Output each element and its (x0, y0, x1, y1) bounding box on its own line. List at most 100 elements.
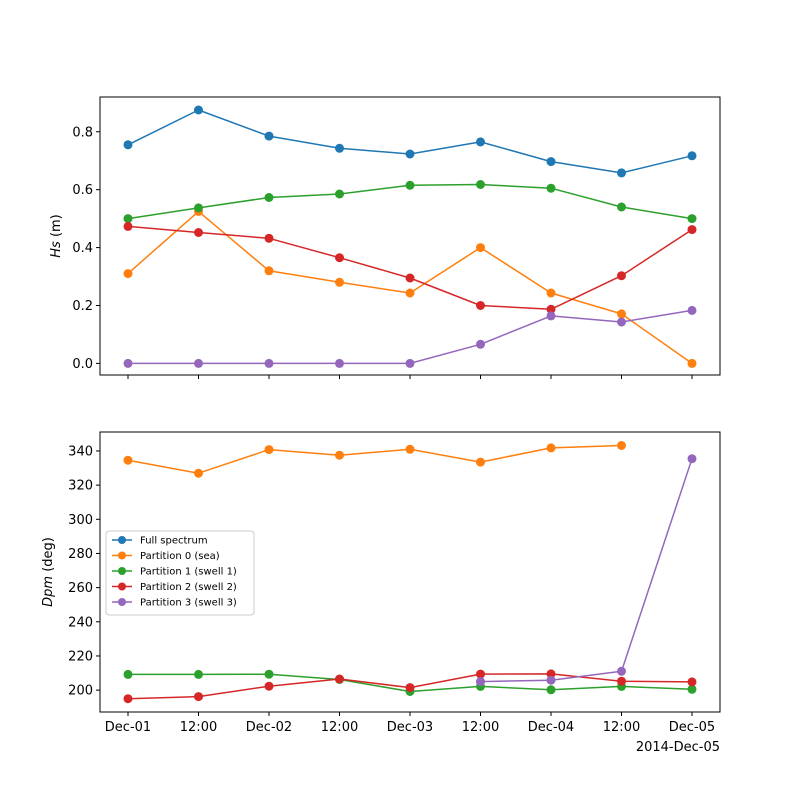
hs-series-partition-0-sea-point (546, 288, 556, 298)
dpm-y-axis-label-unit: (deg) (41, 537, 56, 576)
hs-series-partition-3-swell-3-point (617, 317, 626, 327)
dpm-x-tick-label: 12:00 (603, 720, 640, 735)
dpm-series-partition-3-swell-3-point (617, 666, 626, 676)
hs-series-full-spectrum-point (123, 140, 133, 150)
legend-item-full-spectrum: Full spectrum (112, 536, 208, 547)
hs-series-partition-1-swell-1-point (194, 203, 203, 213)
hs-series-full-spectrum-point (264, 131, 274, 141)
dpm-y-axis-label: Dpm (deg) (41, 537, 56, 607)
hs-series-partition-0-sea-point (617, 309, 626, 319)
legend-frame (105, 530, 255, 616)
hs-series-partition-0-sea-point (476, 243, 485, 253)
dpm-series-partition-1-swell-1-point (194, 669, 203, 679)
hs-series-partition-3-swell-3-point (476, 339, 485, 349)
dpm-x-tick-label: Dec-01 (105, 720, 151, 735)
hs-series-full-spectrum-point (194, 105, 203, 115)
hs-series-partition-0-sea-point (123, 269, 133, 279)
hs-series-partition-3-swell-3-point (123, 358, 133, 368)
hs-y-tick-label: 0.0 (72, 357, 93, 372)
hs-series-partition-3-swell-3-point (335, 358, 344, 368)
hs-y-ticks: 0.0 0.2 0.4 0.6 0.8 (72, 125, 100, 372)
hs-series-partition-0-sea-point (264, 266, 274, 276)
dpm-series-partition-0-sea-point (194, 468, 203, 478)
dpm-series-partition-3-swell-3-point (476, 677, 485, 687)
dpm-series-partition-0-sea-point (264, 445, 274, 455)
dpm-series-partition-0-sea-point (617, 441, 626, 450)
dpm-x-tick-label: 12:00 (180, 720, 217, 735)
hs-series-partition-0-sea-point (405, 288, 415, 298)
hs-series-full-spectrum-point (476, 137, 485, 147)
hs-series-full-spectrum-point (546, 157, 556, 167)
dpm-series-partition-2-swell-2 (123, 669, 697, 704)
legend-item-partition-0-sea: Partition 0 (sea) (112, 551, 220, 562)
dpm-series-partition-3-swell-3 (476, 454, 697, 687)
legend-label: Partition 1 (swell 1) (140, 567, 237, 578)
dpm-series-partition-2-swell-2-point (123, 694, 133, 704)
dpm-series-partition-0-sea-line (127, 444, 622, 474)
hs-series-partition-0-sea-point (335, 277, 344, 287)
dpm-series-partition-2-swell-2-point (617, 676, 626, 686)
legend-item-partition-1-swell-1: Partition 1 (swell 1) (112, 567, 237, 578)
dpm-series-partition-1-swell-1-point (687, 684, 697, 694)
hs-series-partition-2-swell-2-point (617, 271, 626, 281)
hs-panel: 0.0 0.2 0.4 0.6 0.8 Hs (m) (49, 96, 721, 379)
hs-series-partition-0-sea-point (687, 358, 697, 368)
dpm-x-tick-label: Dec-04 (528, 720, 574, 735)
hs-y-tick-label: 0.4 (72, 241, 93, 256)
x-axis-offset-label: 2014-Dec-05 (636, 740, 720, 755)
dpm-series-partition-0-sea-point (335, 450, 344, 460)
dpm-y-tick-label: 220 (68, 649, 93, 664)
hs-series-partition-1-swell-1-point (335, 189, 344, 199)
dpm-series-partition-2-swell-2-point (194, 692, 203, 702)
dpm-series-partition-2-swell-2-point (335, 674, 344, 684)
dpm-y-tick-label: 280 (68, 547, 93, 562)
hs-series-partition-1-swell-1-point (264, 193, 274, 202)
dpm-y-tick-label: 300 (68, 513, 93, 528)
hs-y-axis-label: Hs (m) (49, 214, 64, 258)
hs-series-full-spectrum-point (617, 168, 626, 178)
hs-series-partition-1-swell-1-point (123, 214, 133, 224)
dpm-x-tick-label: Dec-03 (387, 720, 433, 735)
hs-series-partition-3-swell-3-point (687, 305, 697, 315)
dpm-x-tick-label: 12:00 (462, 720, 499, 735)
dpm-y-tick-label: 340 (68, 444, 93, 459)
hs-series-partition-3-swell-3-point (546, 311, 556, 321)
dpm-x-tick-label: Dec-02 (246, 720, 292, 735)
hs-series-full-spectrum-point (687, 151, 697, 161)
hs-series-partition-3-swell-3-point (264, 358, 274, 368)
legend-marker (118, 536, 126, 544)
dpm-series-layer (123, 441, 697, 704)
legend-item-partition-3-swell-3: Partition 3 (swell 3) (112, 598, 237, 609)
dpm-series-partition-0-sea-point (476, 457, 485, 467)
dpm-series-partition-2-swell-2-point (264, 681, 274, 691)
hs-x-ticks (127, 375, 693, 379)
hs-series-partition-2-swell-2-point (546, 304, 556, 314)
dpm-series-partition-0-sea (123, 441, 626, 478)
legend-label: Partition 0 (sea) (140, 551, 220, 562)
hs-series-partition-2-swell-2-point (687, 225, 697, 235)
hs-series-partition-1-swell-1-point (617, 202, 626, 212)
dpm-series-partition-0-sea-point (546, 443, 556, 453)
hs-y-axis-label-unit: (m) (49, 214, 64, 241)
dpm-series-partition-0-sea-point (405, 444, 415, 454)
hs-series-layer (123, 105, 697, 368)
hs-series-full-spectrum-point (335, 143, 344, 153)
dpm-series-partition-2-swell-2-point (687, 677, 697, 687)
hs-series-partition-2-swell-2-point (194, 228, 203, 237)
hs-series-full-spectrum (123, 105, 697, 178)
dpm-series-partition-1-swell-1-point (264, 669, 274, 679)
legend-marker (118, 598, 126, 606)
dpm-x-ticks: Dec-01 12:00 Dec-02 12:00 Dec-03 12:00 Dec-04 1… (105, 712, 715, 735)
dpm-series-partition-3-swell-3-point (687, 454, 697, 464)
dpm-x-tick-label: 12:00 (321, 720, 358, 735)
legend-marker (118, 567, 126, 575)
hs-series-partition-3-swell-3-point (194, 358, 203, 368)
hs-series-partition-2-swell-2-point (335, 253, 344, 263)
dpm-series-partition-1-swell-1-point (546, 685, 556, 695)
hs-series-partition-0-sea (123, 206, 697, 368)
dpm-series-partition-1-swell-1-point (123, 669, 133, 679)
hs-series-partition-2-swell-2-point (264, 233, 274, 243)
legend-marker (118, 582, 126, 591)
